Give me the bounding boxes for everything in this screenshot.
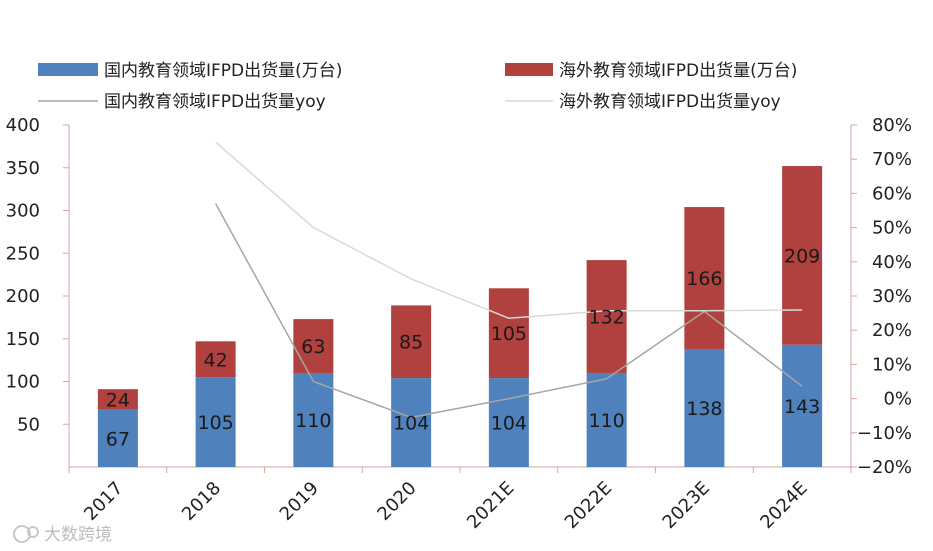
bar-label-overseas: 63 [301, 336, 325, 358]
bar-overseas [782, 166, 823, 345]
legend-label-overseas-yoy: 海外教育领域IFPD出货量yoy [559, 92, 781, 112]
legend: 国内教育领域IFPD出货量(万台) 海外教育领域IFPD出货量(万台) 国内教育… [38, 61, 797, 112]
bar-label-domestic: 138 [686, 398, 722, 420]
yoy-lines [214, 141, 803, 419]
bar-label-overseas: 209 [784, 245, 820, 267]
legend-label-domestic-yoy: 国内教育领域IFPD出货量yoy [104, 92, 326, 112]
right-tick-label: 60% [872, 183, 912, 204]
bar-overseas [97, 389, 138, 410]
left-axis-ticks: 50 100 150 200 250 300 350 400 [6, 115, 69, 435]
bar-domestic [488, 378, 529, 467]
right-tick-label: −20% [857, 457, 912, 478]
left-tick-label: 50 [17, 414, 40, 435]
legend-swatch-domestic [38, 63, 98, 76]
right-tick-label: 40% [872, 252, 912, 273]
right-tick-label: 50% [872, 218, 912, 239]
x-tick-label: 2024E [756, 478, 811, 533]
right-tick-label: 0% [883, 389, 912, 410]
legend-swatch-overseas [505, 63, 553, 76]
bar-label-domestic: 143 [784, 396, 820, 418]
bar-label-overseas: 166 [686, 268, 722, 290]
bar-domestic [684, 349, 725, 467]
bar-label-domestic: 105 [197, 412, 233, 434]
bar-label-domestic: 104 [393, 413, 429, 435]
left-tick-label: 150 [6, 329, 40, 350]
watermark: 大数跨境 [13, 525, 112, 545]
bar-label-domestic: 104 [491, 413, 527, 435]
bar-domestic [97, 409, 138, 467]
bar-domestic [391, 378, 432, 467]
bar-overseas [293, 319, 334, 373]
x-tick-label: 2021E [463, 478, 518, 533]
x-tick-label: 2019 [276, 478, 323, 525]
right-tick-label: 70% [872, 149, 912, 170]
left-tick-label: 250 [6, 243, 40, 264]
left-tick-label: 300 [6, 201, 40, 222]
legend-label-overseas: 海外教育领域IFPD出货量(万台) [559, 61, 797, 81]
x-tick-label: 2020 [373, 478, 420, 525]
bar-domestic [782, 344, 823, 467]
x-tick-label: 2023E [659, 478, 714, 533]
right-tick-label: 30% [872, 286, 912, 307]
left-tick-label: 350 [6, 158, 40, 179]
bars [97, 166, 823, 467]
bar-overseas [195, 341, 236, 378]
right-tick-label: 80% [872, 115, 912, 136]
bar-domestic [195, 377, 236, 467]
bar-labels: 67 24 105 42 110 63 104 85 104 105 110 132 138 166 143… [106, 245, 820, 450]
right-tick-label: 20% [872, 320, 912, 341]
bar-domestic [293, 372, 334, 467]
watermark-text: 大数跨境 [44, 525, 112, 545]
bar-label-overseas: 85 [399, 332, 423, 354]
x-tick-label: 2018 [178, 478, 225, 525]
x-tick-label: 2017 [80, 478, 127, 525]
bar-label-overseas: 24 [106, 389, 130, 411]
line-overseas-yoy [215, 141, 803, 319]
bar-overseas [586, 260, 627, 373]
left-tick-label: 100 [6, 372, 40, 393]
bar-overseas [488, 288, 529, 379]
watermark-logo-icon [13, 525, 31, 543]
bar-overseas [391, 305, 432, 379]
bar-overseas [684, 207, 725, 350]
legend-label-domestic: 国内教育领域IFPD出货量(万台) [104, 61, 342, 81]
right-tick-label: 10% [872, 354, 912, 375]
right-axis-ticks: −20% −10% 0% 10% 20% 30% 40% 50% 60% 70% 80% [851, 115, 912, 478]
bar-label-domestic: 110 [295, 410, 331, 432]
bar-domestic [586, 372, 627, 467]
bar-label-overseas: 132 [588, 307, 624, 329]
bar-label-domestic: 110 [588, 410, 624, 432]
right-tick-label: −10% [857, 423, 912, 444]
left-tick-label: 400 [6, 115, 40, 136]
x-axis-ticks: 2017 2018 2019 2020 2021E 2022E 2023E 2024E [68, 467, 852, 533]
bar-label-overseas: 105 [491, 323, 527, 345]
left-tick-label: 200 [6, 286, 40, 307]
bar-label-domestic: 67 [106, 428, 130, 450]
bar-label-overseas: 42 [204, 349, 228, 371]
watermark-logo-icon-inner [27, 526, 39, 538]
x-tick-label: 2022E [561, 478, 616, 533]
